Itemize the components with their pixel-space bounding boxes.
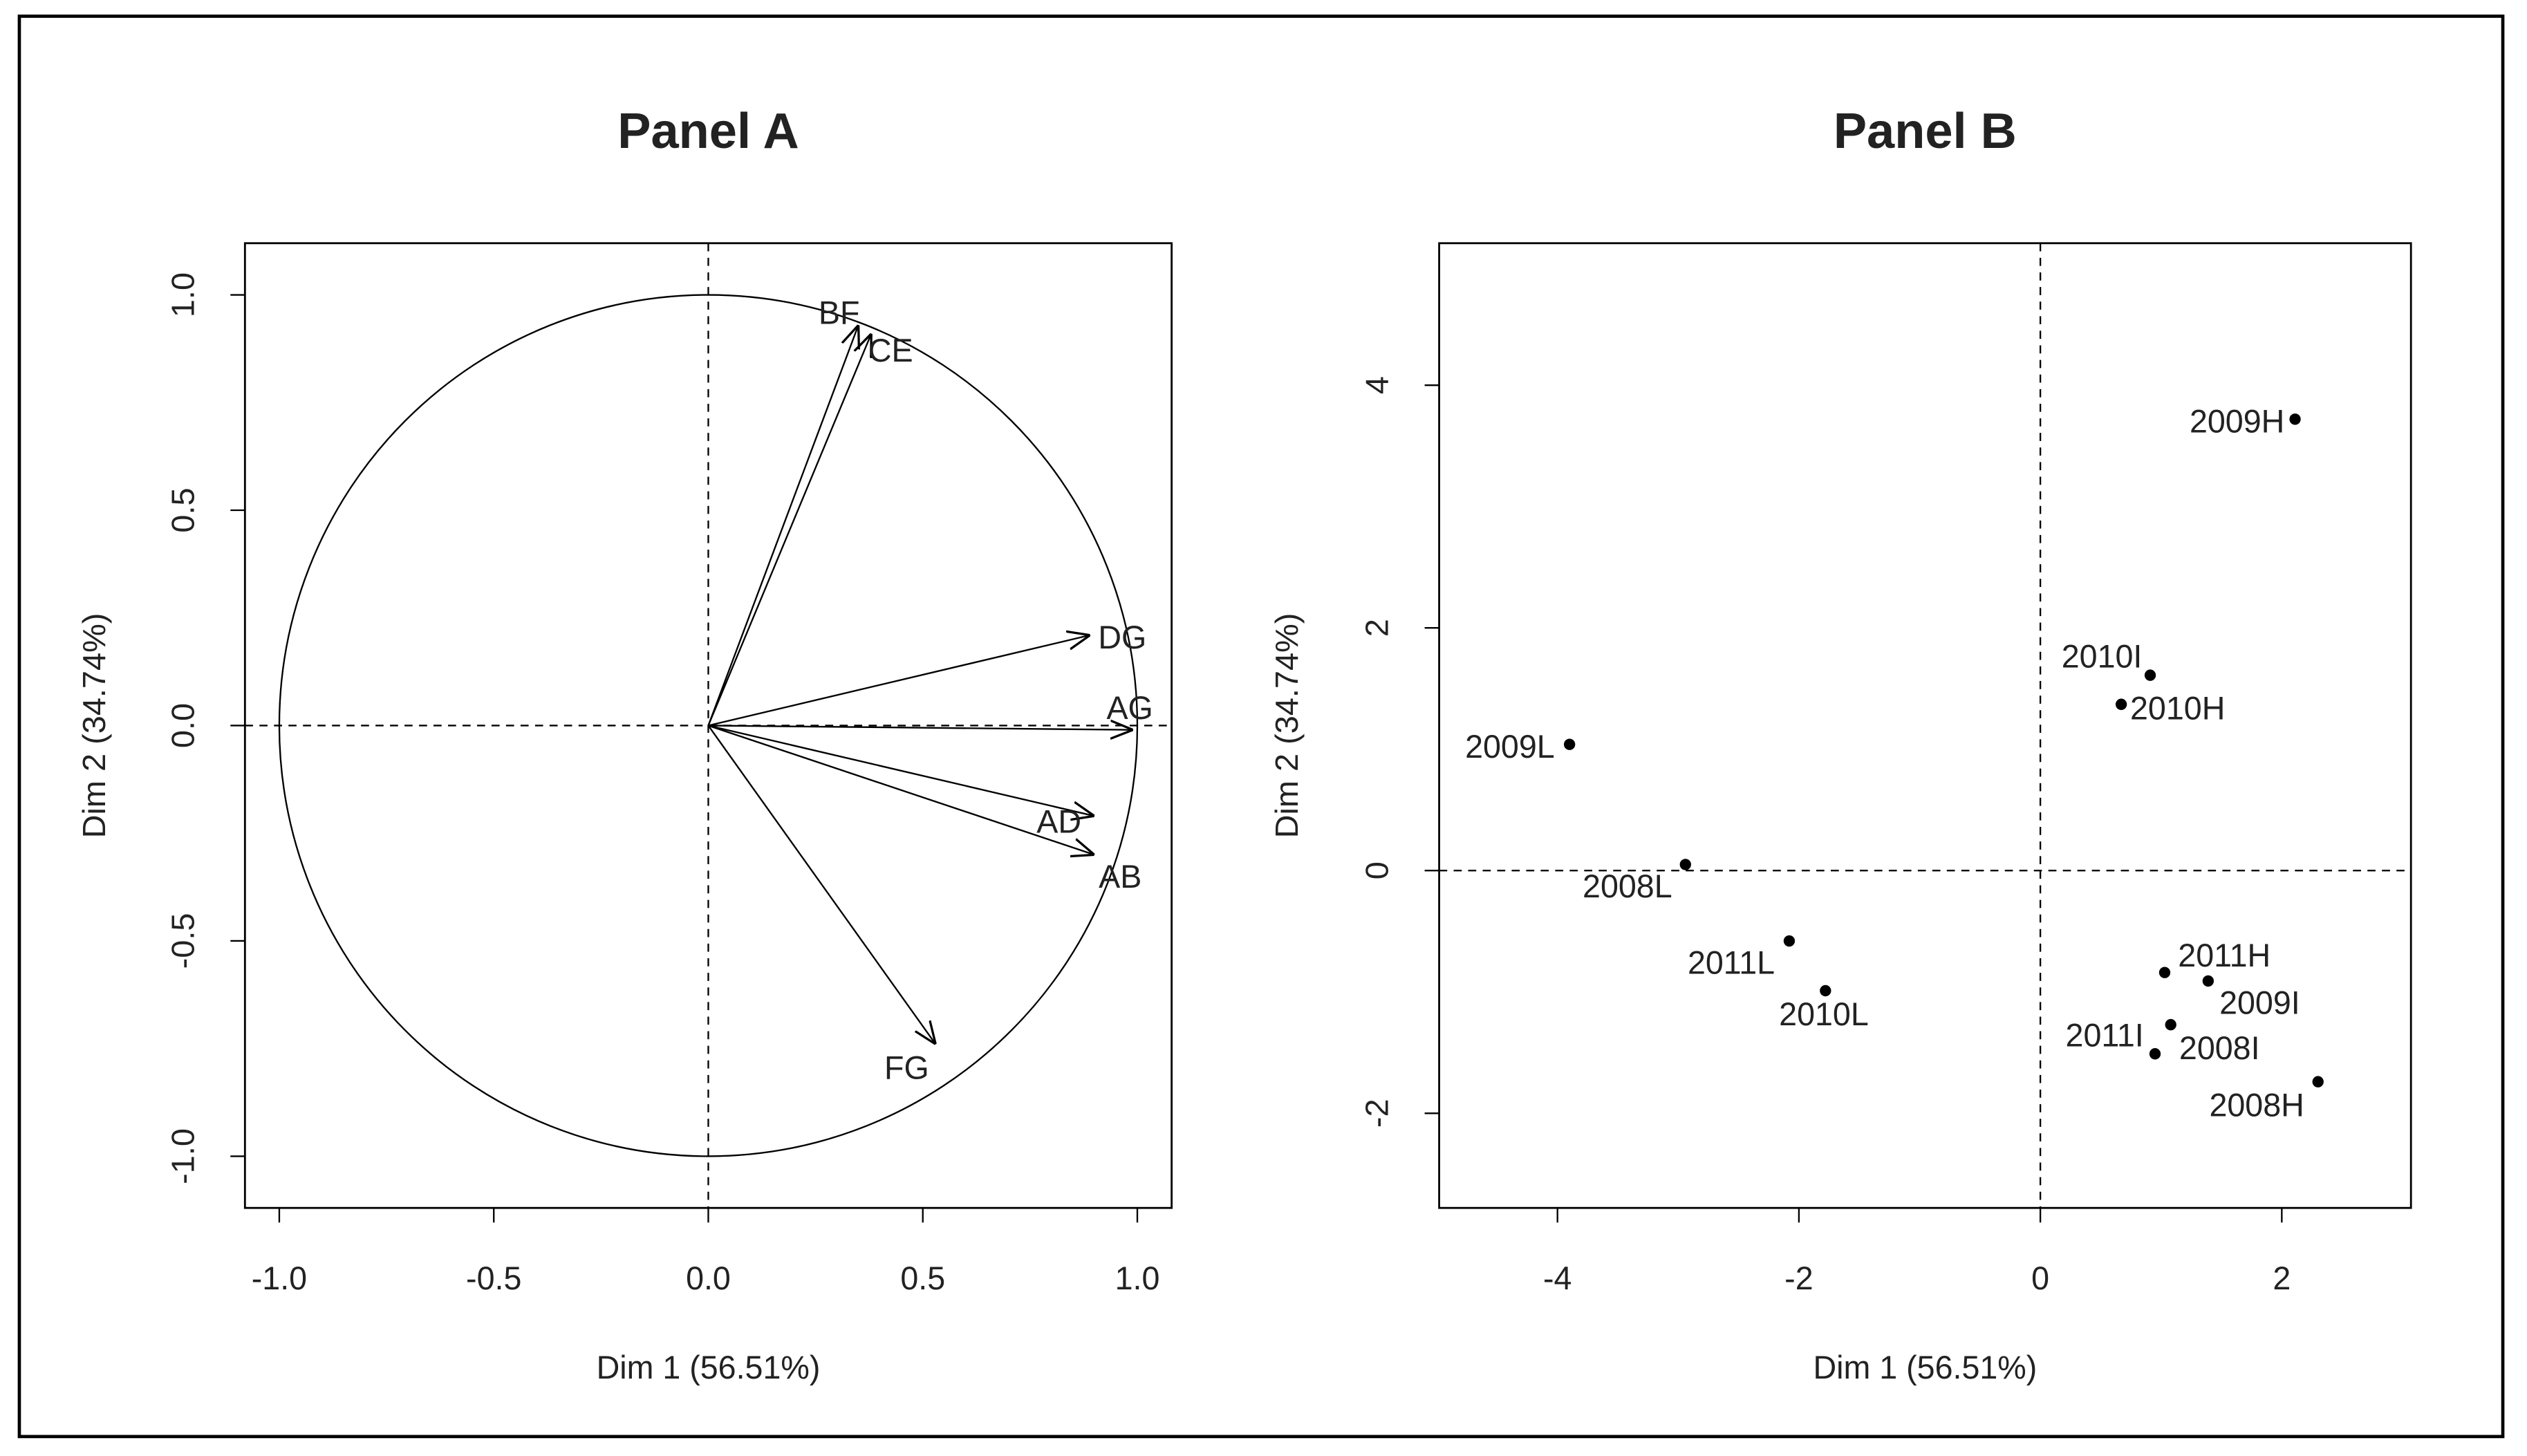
point-label: 2010H	[2130, 690, 2225, 726]
y-tick-label: -1.0	[165, 1128, 201, 1184]
point	[2289, 413, 2301, 425]
point	[2144, 669, 2156, 681]
unit-circle	[278, 294, 1139, 1157]
y-tick-label: 2	[1359, 619, 1395, 637]
point-label: 2008L	[1583, 868, 1672, 904]
point	[1679, 859, 1691, 870]
point-label: FG	[884, 1049, 929, 1085]
vector-arrow	[707, 334, 871, 726]
y-axis-label: Dim 2 (34.74%)	[1269, 613, 1305, 839]
point	[2202, 975, 2214, 987]
point-label: 2011I	[2066, 1017, 2144, 1053]
point-label: 2009H	[2190, 404, 2284, 440]
point-label: DG	[1098, 619, 1146, 655]
x-tick-label: 1.0	[1115, 1260, 1160, 1296]
point-label: 2011L	[1688, 944, 1775, 980]
point-label: 2010L	[1779, 996, 1869, 1032]
vector-arrow	[707, 725, 935, 1044]
x-tick-label: -4	[1543, 1260, 1572, 1296]
point-label: 2008H	[2209, 1087, 2304, 1123]
point-label: 2011H	[2178, 937, 2270, 973]
vector-arrow	[708, 635, 1090, 727]
point-label: 2008I	[2179, 1030, 2260, 1066]
vector-arrow	[708, 725, 1094, 816]
x-axis-label: Dim 1 (56.51%)	[1813, 1350, 2037, 1385]
point-label: 2009I	[2219, 984, 2300, 1020]
x-tick-label: 0.5	[900, 1260, 945, 1296]
plot-box	[1438, 242, 2412, 1209]
chart-title: Panel B	[1834, 103, 2017, 159]
y-tick-label: -0.5	[165, 913, 201, 969]
x-tick-label: -0.5	[466, 1260, 521, 1296]
point-label: 2010I	[2062, 638, 2143, 674]
x-tick-label: 0	[2031, 1260, 2049, 1296]
x-tick-label: 0.0	[686, 1260, 731, 1296]
point-label: 2009L	[1465, 729, 1555, 765]
y-tick-label: 4	[1359, 376, 1395, 394]
y-tick-label: -2	[1359, 1099, 1395, 1128]
point-label: CE	[868, 333, 913, 368]
frame	[17, 15, 2505, 1439]
point-label: AB	[1099, 859, 1141, 895]
point-label: AD	[1036, 803, 1081, 839]
point	[2115, 698, 2127, 710]
chart-title: Panel A	[617, 103, 799, 159]
x-tick-label: 2	[2273, 1260, 2291, 1296]
point	[1563, 738, 1576, 750]
point-label: AG	[1106, 690, 1153, 726]
x-tick-label: -1.0	[252, 1260, 307, 1296]
point	[2165, 1018, 2176, 1031]
point	[1783, 935, 1796, 947]
x-axis-label: Dim 1 (56.51%)	[597, 1350, 821, 1385]
point	[1820, 984, 1831, 997]
x-tick-label: -2	[1784, 1260, 1813, 1296]
point	[2312, 1076, 2324, 1088]
y-tick-label: 0.0	[165, 703, 201, 748]
y-tick-label: 1.0	[165, 272, 201, 317]
y-tick-label: 0	[1359, 861, 1395, 879]
vector-arrow	[708, 725, 1094, 855]
y-axis-label: Dim 2 (34.74%)	[76, 613, 112, 839]
vector-arrow	[708, 725, 1132, 729]
point	[2149, 1048, 2161, 1060]
vector-arrow	[707, 325, 858, 726]
point-label: BF	[819, 295, 860, 330]
point	[2158, 967, 2171, 978]
y-tick-label: 0.5	[165, 487, 201, 532]
